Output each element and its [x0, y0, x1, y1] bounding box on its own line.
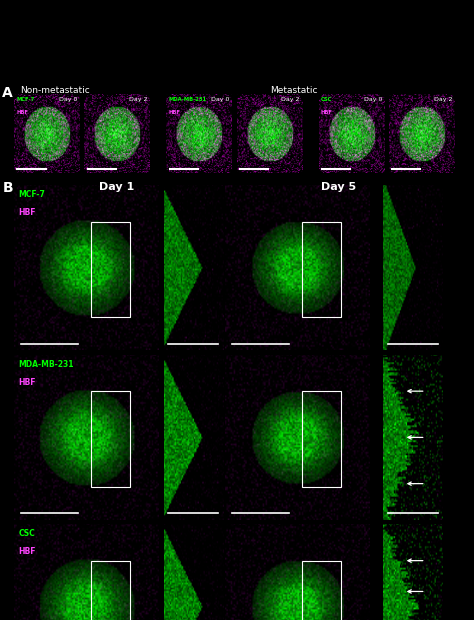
Bar	[302, 391, 341, 487]
Text: MDA-MB-231: MDA-MB-231	[168, 97, 207, 102]
Text: Day 0: Day 0	[364, 97, 382, 102]
Text: Day 5: Day 5	[321, 182, 356, 192]
Text: Day 2: Day 2	[434, 97, 452, 102]
Text: HBF: HBF	[168, 110, 180, 115]
Text: HBF: HBF	[320, 110, 332, 115]
Text: MCF-7: MCF-7	[18, 190, 46, 199]
Text: Non-metastatic: Non-metastatic	[19, 86, 90, 95]
Text: Day 0: Day 0	[211, 97, 230, 102]
Text: HBF: HBF	[16, 110, 28, 115]
Text: CSC: CSC	[320, 97, 332, 102]
Text: Day 1: Day 1	[99, 182, 134, 192]
Text: MDA-MB-231: MDA-MB-231	[18, 360, 74, 369]
Text: B: B	[2, 181, 13, 195]
Text: HBF: HBF	[18, 547, 36, 556]
Text: Day 2: Day 2	[282, 97, 300, 102]
Text: Metastatic: Metastatic	[270, 86, 318, 95]
Bar	[91, 560, 130, 620]
Text: CSC: CSC	[18, 529, 35, 538]
Text: MCF-7: MCF-7	[16, 97, 35, 102]
Text: HBF: HBF	[18, 208, 36, 218]
Bar	[91, 391, 130, 487]
Text: A: A	[2, 86, 13, 100]
Text: Day 2: Day 2	[129, 97, 148, 102]
Text: HBF: HBF	[18, 378, 36, 387]
Bar	[302, 222, 341, 317]
Text: Day 0: Day 0	[59, 97, 78, 102]
Bar	[302, 560, 341, 620]
Bar	[91, 222, 130, 317]
